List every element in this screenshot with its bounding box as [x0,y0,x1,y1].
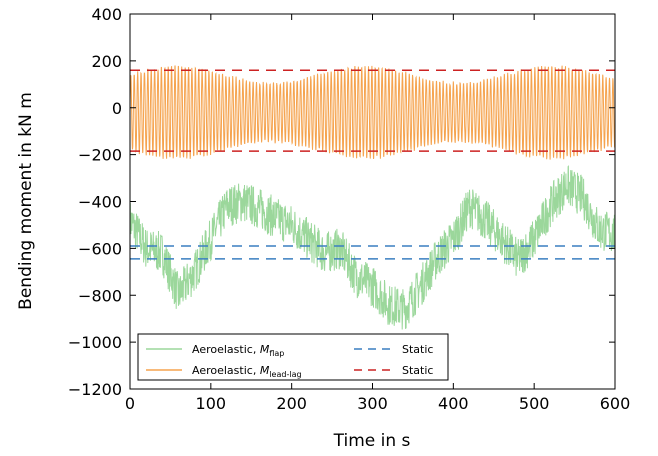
y-tick-label: −1000 [68,333,122,352]
legend-label-lead-lag: Aeroelastic, Mlead-lag [192,364,302,379]
series-line-flap [130,165,615,330]
ticks-layer: 0 100 200 300 400 500 600 −1200 −1000 −800 −600 −40… [68,5,630,413]
y-tick-label: 400 [91,5,122,24]
y-tick-label: −400 [78,193,122,212]
y-axis-label: Bending moment in kN m [16,92,36,310]
y-tick-label: −800 [78,286,122,305]
y-tick-label: 0 [112,99,122,118]
x-tick-label: 0 [125,394,135,413]
series-line-lead-lag [130,65,615,160]
x-tick-label: 400 [438,394,469,413]
series-layer [130,65,615,330]
y-tick-label: −200 [78,146,122,165]
x-tick-label: 300 [357,394,388,413]
y-tick-label: −1200 [68,380,122,399]
legend-label-flap: Aeroelastic, Mflap [192,343,284,358]
x-tick-label: 500 [519,394,550,413]
x-tick-label: 600 [600,394,631,413]
legend-label-static-red: Static [402,364,433,377]
x-tick-label: 200 [276,394,307,413]
legend: Aeroelastic, Mflap Aeroelastic, Mlead-la… [137,333,449,381]
x-tick-label: 100 [196,394,227,413]
legend-label-static-blue: Static [402,343,433,356]
legend-box [137,333,449,381]
y-tick-label: 200 [91,52,122,71]
y-tick-label: −600 [78,239,122,258]
x-axis-label: Time in s [333,431,411,451]
